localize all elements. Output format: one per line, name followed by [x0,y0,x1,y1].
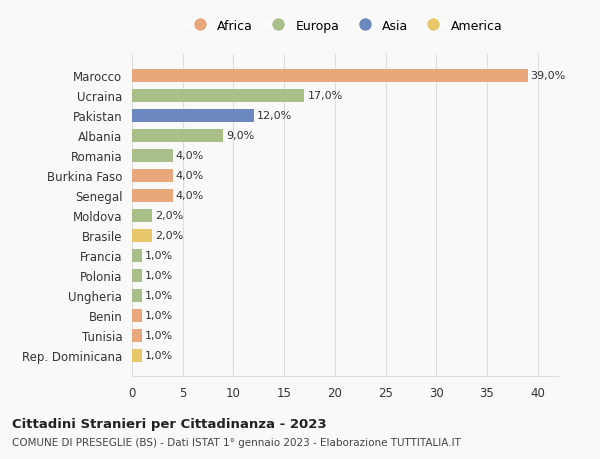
Text: Cittadini Stranieri per Cittadinanza - 2023: Cittadini Stranieri per Cittadinanza - 2… [12,417,326,430]
Bar [132,289,142,302]
Text: COMUNE DI PRESEGLIE (BS) - Dati ISTAT 1° gennaio 2023 - Elaborazione TUTTITALIA.: COMUNE DI PRESEGLIE (BS) - Dati ISTAT 1°… [12,437,461,447]
Text: 1,0%: 1,0% [145,291,173,301]
Bar [132,269,142,282]
Text: 2,0%: 2,0% [155,231,184,241]
Text: 1,0%: 1,0% [145,251,173,261]
Bar [132,309,142,322]
Text: 39,0%: 39,0% [530,71,566,81]
Bar [132,150,173,162]
Text: 4,0%: 4,0% [176,171,204,181]
Text: 1,0%: 1,0% [145,270,173,280]
Text: 4,0%: 4,0% [176,191,204,201]
Text: 17,0%: 17,0% [307,91,343,101]
Bar [132,229,152,242]
Text: 2,0%: 2,0% [155,211,184,221]
Bar [132,110,254,123]
Bar [132,189,173,202]
Text: 1,0%: 1,0% [145,310,173,320]
Bar [132,349,142,362]
Bar [132,209,152,222]
Text: 4,0%: 4,0% [176,151,204,161]
Bar [132,70,527,83]
Text: 1,0%: 1,0% [145,350,173,360]
Bar [132,329,142,342]
Text: 1,0%: 1,0% [145,330,173,340]
Legend: Africa, Europa, Asia, America: Africa, Europa, Asia, America [187,20,503,33]
Text: 12,0%: 12,0% [257,111,292,121]
Bar [132,129,223,142]
Bar [132,169,173,182]
Bar [132,249,142,262]
Text: 9,0%: 9,0% [226,131,254,141]
Bar [132,90,304,102]
